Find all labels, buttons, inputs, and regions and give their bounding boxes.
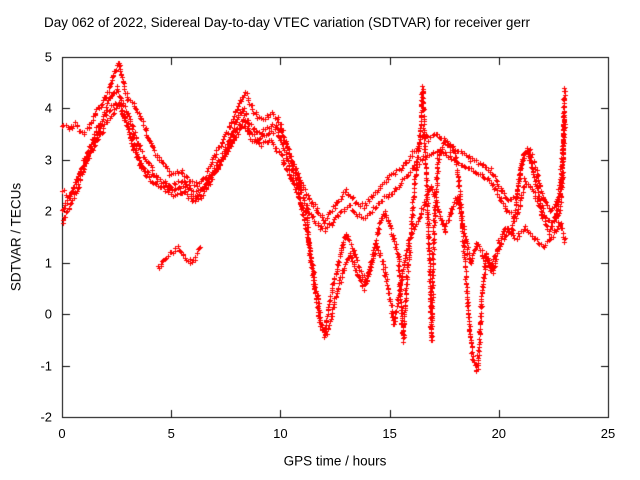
chart-title: Day 062 of 2022, Sidereal Day-to-day VTE… xyxy=(44,15,530,30)
x-axis-label: GPS time / hours xyxy=(283,453,387,469)
y-axis-label: SDTVAR / TECUs xyxy=(8,182,24,292)
